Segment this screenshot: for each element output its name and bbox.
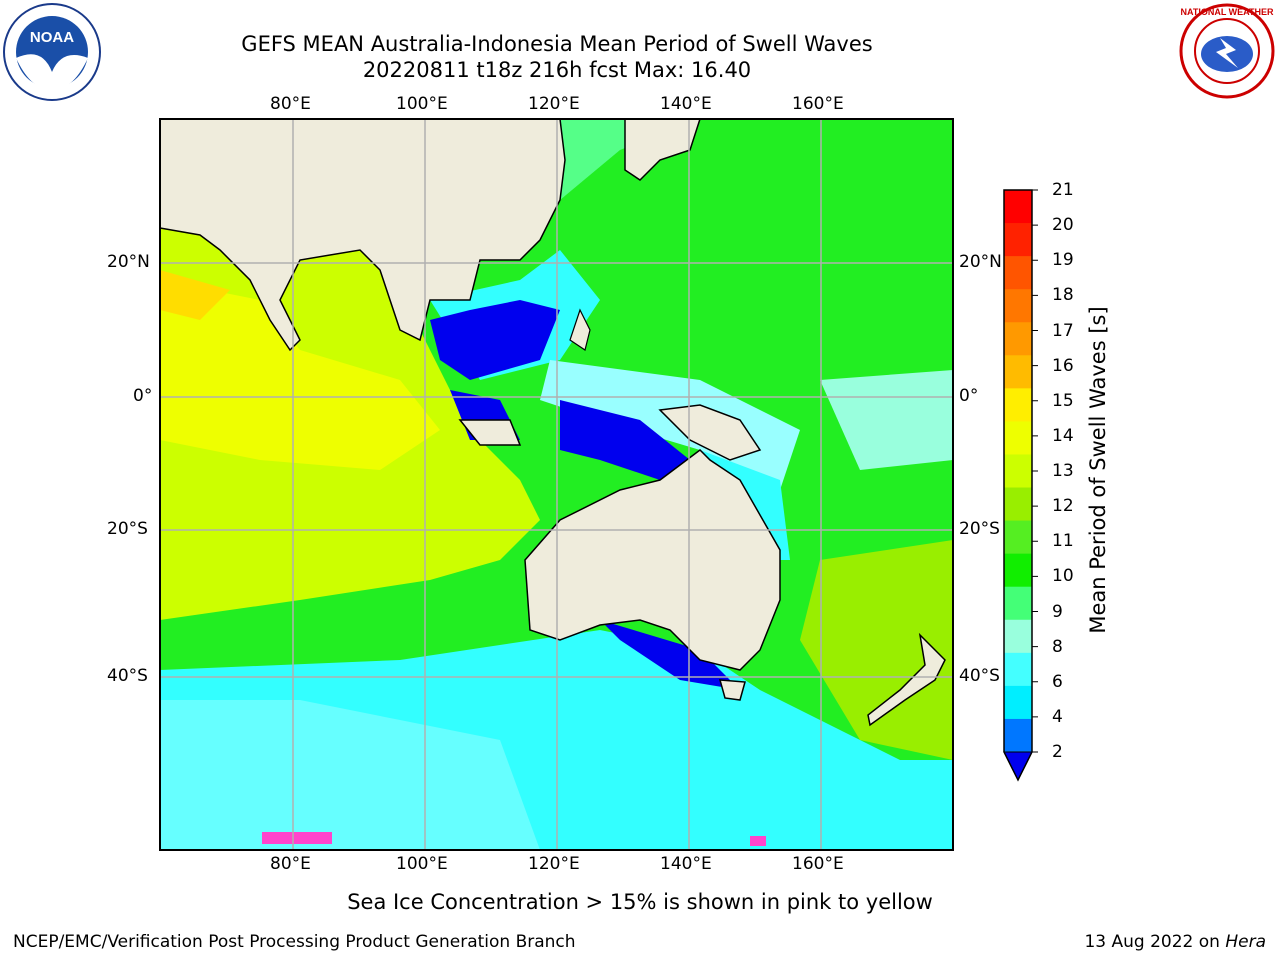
map-frame — [159, 118, 954, 851]
colorbar-frame — [1003, 189, 1033, 782]
colorbar-tick-label: 9 — [1052, 601, 1063, 622]
noaa-logo: NOAA — [3, 3, 101, 101]
lon-tick-top-120: 120°E — [528, 94, 580, 114]
colorbar-segment — [1004, 586, 1032, 621]
colorbar-tick-label: 18 — [1052, 285, 1074, 306]
colorbar-segment — [1004, 256, 1032, 290]
chart-subtitle: 20220811 t18z 216h fcst Max: 16.40 — [362, 58, 752, 82]
banda-sea-short-swell — [560, 400, 690, 480]
lat-tick-right-0: 0° — [959, 386, 979, 406]
colorbar-segment — [1004, 289, 1032, 323]
lon-tick-bottom-120: 120°E — [528, 854, 580, 874]
australian-bight-short-swell — [600, 620, 740, 690]
colorbar-segment — [1004, 190, 1032, 224]
colorbar-segment — [1004, 718, 1032, 753]
colorbar-tick-label: 21 — [1052, 180, 1074, 200]
borneo-land — [458, 419, 522, 446]
colorbar-tick-label: 13 — [1052, 461, 1074, 481]
lat-tick-left-20s: 20°S — [107, 519, 148, 539]
indian-ocean-longest-swell — [160, 280, 440, 470]
lat-tick-left-20n: 20°N — [107, 252, 150, 272]
colorbar-tick-label: 2 — [1052, 742, 1063, 762]
lon-tick-bottom-160: 160°E — [792, 854, 844, 874]
svg-text:NATIONAL WEATHER: NATIONAL WEATHER — [1181, 7, 1274, 17]
nws-logo: NATIONAL WEATHER — [1179, 3, 1275, 99]
footer-date-text: 13 Aug 2022 on — [1084, 932, 1226, 952]
lat-tick-right-40s: 40°S — [959, 666, 1000, 686]
chart-title: GEFS MEAN Australia-Indonesia Mean Perio… — [241, 32, 873, 56]
colorbar-tick-label: 11 — [1052, 531, 1074, 552]
colorbar-segment — [1004, 355, 1032, 389]
lat-tick-right-20n: 20°N — [959, 252, 1002, 272]
sea-ice-note: Sea Ice Concentration > 15% is shown in … — [347, 890, 933, 914]
colorbar-segment — [1004, 520, 1032, 555]
gulf-thailand-short-swell — [430, 300, 560, 380]
lat-tick-left-40s: 40°S — [107, 666, 148, 686]
colorbar-segment — [1004, 421, 1032, 455]
sea-ice-patch — [750, 836, 766, 846]
colorbar-tick-label: 4 — [1052, 706, 1063, 727]
japan-korea-land — [624, 119, 701, 181]
lon-tick-bottom-100: 100°E — [396, 854, 448, 874]
tasmania-land — [718, 679, 746, 701]
colorbar-segment — [1004, 619, 1032, 654]
footer-credit: NCEP/EMC/Verification Post Processing Pr… — [13, 932, 576, 952]
arabian-sea-swell — [160, 270, 230, 320]
colorbar-segment — [1004, 685, 1032, 720]
central-pacific-swell — [820, 370, 953, 470]
colorbar-tick-label: 6 — [1052, 671, 1063, 692]
philippines-land — [569, 308, 591, 351]
colorbar-tick-label: 19 — [1052, 250, 1074, 271]
colorbar-segment — [1004, 388, 1032, 422]
colorbar-label: Mean Period of Swell Waves [s] — [1086, 306, 1110, 634]
colorbar-tick-label: 17 — [1052, 320, 1074, 341]
colorbar-segment — [1004, 487, 1032, 522]
lon-tick-bottom-80: 80°E — [270, 854, 311, 874]
lon-tick-top-160: 160°E — [792, 94, 844, 114]
new-zealand-land — [867, 632, 946, 727]
lat-tick-left-0: 0° — [133, 386, 153, 406]
asia-landmass — [160, 119, 566, 352]
lon-tick-top-80: 80°E — [270, 94, 311, 114]
colorbar-tick-label: 15 — [1052, 390, 1074, 411]
footer-host: Hera — [1225, 932, 1266, 952]
southern-ocean-light-swell — [160, 700, 540, 850]
footer-date: 13 Aug 2022 on Hera — [1084, 932, 1266, 952]
new-guinea-land — [658, 404, 762, 461]
colorbar-segment — [1004, 223, 1032, 257]
tasman-sea-swell — [800, 540, 953, 760]
colorbar-tick-label: 10 — [1052, 566, 1074, 587]
colorbar-segment — [1004, 454, 1032, 489]
colorbar-tick-label: 16 — [1052, 355, 1074, 376]
grid-lines — [160, 119, 953, 850]
colorbar-segment — [1004, 553, 1032, 588]
colorbar-tick-label: 14 — [1052, 425, 1074, 446]
lat-tick-right-20s: 20°S — [959, 519, 1000, 539]
sea-ice-patch — [262, 832, 332, 844]
lon-tick-top-100: 100°E — [396, 94, 448, 114]
colorbar-segment — [1004, 322, 1032, 356]
colorbar — [1003, 189, 1038, 782]
colorbar-tick-label: 20 — [1052, 215, 1074, 236]
lon-tick-top-140: 140°E — [660, 94, 712, 114]
colorbar-extend-arrow — [1003, 751, 1033, 782]
colorbar-tick-label: 12 — [1052, 496, 1074, 517]
colorbar-segment — [1004, 652, 1032, 687]
lon-tick-bottom-140: 140°E — [660, 854, 712, 874]
australia-land — [524, 449, 781, 671]
colorbar-tick-label: 8 — [1052, 636, 1063, 657]
noaa-text: NOAA — [30, 29, 74, 46]
